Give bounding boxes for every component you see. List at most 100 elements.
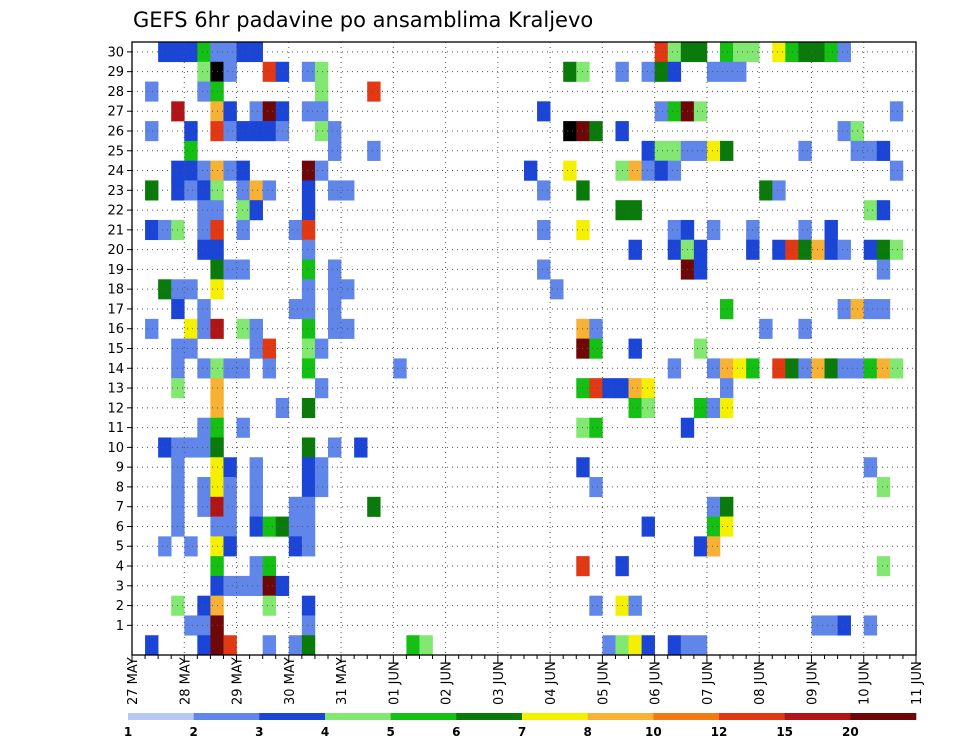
y-tick-label: 24 xyxy=(107,164,124,179)
y-tick-label: 6 xyxy=(116,520,124,535)
heatmap-cell xyxy=(811,239,825,260)
heatmap-cell xyxy=(314,61,329,82)
heatmap-cell xyxy=(589,378,603,399)
legend-color-swatch xyxy=(850,713,917,720)
heatmap-cell xyxy=(236,575,250,596)
heatmap-cell xyxy=(654,42,669,63)
heatmap-cell xyxy=(706,140,721,161)
heatmap-cell xyxy=(641,160,655,181)
heatmap-cell xyxy=(249,318,263,339)
legend-color-swatch xyxy=(390,713,457,720)
heatmap-cell xyxy=(537,101,551,122)
heatmap-cell xyxy=(301,496,316,517)
heatmap-cell xyxy=(184,42,198,63)
heatmap-cell xyxy=(314,378,329,399)
y-tick-label: 27 xyxy=(107,105,124,120)
heatmap-cell xyxy=(863,239,878,260)
legend-label: 3 xyxy=(255,725,263,739)
heatmap-cell xyxy=(720,516,734,537)
x-tick-label: 30 MAY xyxy=(283,657,298,705)
heatmap-cell xyxy=(798,318,812,339)
heatmap-cell xyxy=(288,635,303,656)
y-tick-label: 17 xyxy=(107,302,124,317)
heatmap-cell xyxy=(667,101,682,122)
heatmap-cell xyxy=(249,516,263,537)
heatmap-cell xyxy=(628,397,642,419)
x-tick-label: 28 MAY xyxy=(178,657,193,705)
heatmap-cell xyxy=(824,615,838,636)
heatmap-cell xyxy=(772,180,786,201)
heatmap-cell xyxy=(301,61,316,82)
heatmap-cell xyxy=(798,140,812,161)
heatmap-cell xyxy=(733,358,747,379)
heatmap-cell xyxy=(537,219,551,241)
heatmap-cell xyxy=(628,635,642,656)
x-tick-label: 08 JUN xyxy=(753,661,768,705)
heatmap-cell xyxy=(733,61,747,82)
heatmap-cell xyxy=(328,180,342,201)
heatmap-cell xyxy=(197,200,211,221)
heatmap-cell xyxy=(184,140,198,161)
heatmap-cell xyxy=(288,219,303,241)
heatmap-cell xyxy=(720,140,734,161)
heatmap-cell xyxy=(641,635,655,656)
heatmap-cell xyxy=(667,358,682,379)
heatmap-cell xyxy=(249,556,263,577)
heatmap-cell xyxy=(197,239,211,260)
heatmap-cell xyxy=(158,279,172,300)
heatmap-cell xyxy=(759,180,773,201)
legend-label: 20 xyxy=(842,725,859,739)
heatmap-cell xyxy=(876,358,891,379)
legend-color-swatch xyxy=(128,713,194,720)
heatmap-cell xyxy=(654,160,669,181)
x-tick-label: 27 MAY xyxy=(126,657,141,705)
heatmap-cell xyxy=(158,219,172,241)
heatmap-cell xyxy=(641,397,655,419)
heatmap-cell xyxy=(720,42,734,63)
heatmap-cell xyxy=(249,496,263,517)
heatmap-cell xyxy=(889,358,904,379)
legend-label: 10 xyxy=(645,725,662,739)
heatmap-cell xyxy=(301,180,316,201)
heatmap-cell xyxy=(301,101,316,122)
heatmap-cell xyxy=(628,200,642,221)
heatmap-cell xyxy=(301,358,316,379)
heatmap-cell xyxy=(249,457,263,478)
x-axis: 27 MAY 28 MAY 29 MAY 30 MAY 31 MAY 01 JUN 02 J… xyxy=(126,655,925,705)
heatmap-cell xyxy=(301,259,316,280)
heatmap-cell xyxy=(158,42,172,63)
heatmap-cell xyxy=(798,239,812,260)
legend-label: 8 xyxy=(583,725,591,739)
heatmap-cell xyxy=(184,279,198,300)
y-tick-label: 8 xyxy=(116,480,124,495)
heatmap-cell xyxy=(706,516,721,537)
heatmap-cell xyxy=(720,378,734,399)
heatmap-cell xyxy=(367,496,381,517)
x-tick-label: 03 JUN xyxy=(492,661,507,705)
heatmap-cell xyxy=(197,318,211,339)
heatmap-cell xyxy=(406,635,420,656)
heatmap-cell xyxy=(197,180,211,201)
legend-label: 1 xyxy=(124,725,132,739)
heatmap-cell xyxy=(145,180,159,201)
x-tick-label: 01 JUN xyxy=(387,661,402,705)
legend-color-swatch xyxy=(456,713,523,720)
x-tick-label: 29 MAY xyxy=(231,657,246,705)
heatmap-cell xyxy=(811,615,825,636)
heatmap-cell xyxy=(641,140,655,161)
heatmap-cell xyxy=(262,516,277,537)
heatmap-cell xyxy=(628,595,642,616)
heatmap-cell xyxy=(720,397,734,419)
heatmap-cell xyxy=(184,318,198,339)
heatmap-cell xyxy=(550,279,564,300)
heatmap-cell xyxy=(328,318,342,339)
gridlines xyxy=(132,42,916,655)
heatmap-cell xyxy=(301,536,316,557)
heatmap-cell xyxy=(288,536,303,557)
heatmap-cell xyxy=(693,338,708,359)
heatmap-cell xyxy=(314,121,329,142)
heatmap-cell xyxy=(667,160,682,181)
heatmap-cell xyxy=(667,219,682,241)
heatmap-cell xyxy=(262,180,277,201)
heatmap-cell xyxy=(262,338,277,359)
